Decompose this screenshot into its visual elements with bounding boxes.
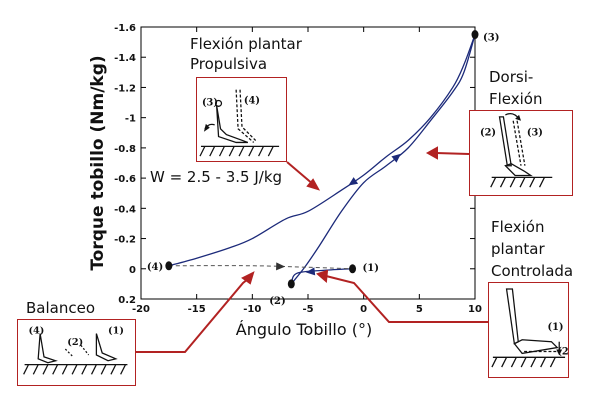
work-annotation: W = 2.5 - 3.5 J/kg xyxy=(150,168,282,186)
x-tick-label: -5 xyxy=(302,304,313,315)
annotation-controlled-line3: Controlada xyxy=(491,262,574,280)
x-tick-label: 0 xyxy=(360,304,367,315)
y-tick-label: -1 xyxy=(125,114,136,125)
callout-propulsive xyxy=(286,161,315,186)
inset-dorsi-label-2: (2) xyxy=(480,127,496,138)
x-tick-label: -15 xyxy=(188,304,206,315)
inset-swing: (4) (2) (1) xyxy=(17,319,136,386)
point-marker xyxy=(349,264,357,274)
y-tick-label: -0.4 xyxy=(114,204,136,215)
callout-swing-head xyxy=(241,271,255,285)
y-tick-label: -1.2 xyxy=(114,83,136,94)
point-label: (4) xyxy=(147,262,163,273)
y-tick-label: -1.6 xyxy=(114,23,136,34)
annotation-dorsi-line2: Flexión xyxy=(489,90,543,108)
inset-swing-label-1: (1) xyxy=(108,326,124,337)
point-marker xyxy=(287,279,295,289)
inset-dorsi: (2) (3) xyxy=(469,110,573,196)
annotation-propulsive: Flexión plantar Propulsiva xyxy=(190,34,302,74)
annotation-controlled-line2: plantar xyxy=(491,240,545,258)
series-arrow-dorsiflexion xyxy=(391,153,401,163)
inset-controlled-label-2: (2) xyxy=(557,346,568,357)
callout-swing xyxy=(136,278,249,353)
y-tick-label: 0 xyxy=(129,265,136,276)
x-tick-label: -10 xyxy=(243,304,261,315)
inset-controlled-label-1: (1) xyxy=(548,322,564,333)
callout-propulsive-head xyxy=(306,178,321,191)
point-label: (2) xyxy=(269,296,285,307)
x-axis-label: Ángulo Tobillo (°) xyxy=(236,320,372,339)
inset-controlled: (1) (2) xyxy=(488,282,569,378)
series-layer xyxy=(168,34,476,285)
y-tick-label: -1.4 xyxy=(114,53,136,64)
x-axis-ticks: -20 -15 -10 -5 0 5 10 xyxy=(132,27,482,315)
callout-dorsi-head xyxy=(425,146,438,160)
y-tick-label: -0.6 xyxy=(114,174,136,185)
inset-swing-label-2: (2) xyxy=(67,337,83,348)
callout-lines xyxy=(136,146,488,353)
x-tick-label: 10 xyxy=(468,304,482,315)
y-tick-label: 0.2 xyxy=(118,295,136,306)
callout-controlled xyxy=(325,275,488,323)
inset-swing-drawing: (4) (2) (1) xyxy=(23,326,128,375)
point-marker xyxy=(165,261,173,271)
annotation-controlled: Flexión plantar Controlada xyxy=(491,216,573,282)
annotation-swing: Balanceo xyxy=(26,299,96,317)
series-arrow-swing xyxy=(276,262,286,271)
inset-propulsive-drawing: (3) (4) xyxy=(199,89,280,157)
callout-dorsi xyxy=(435,152,470,155)
series-line-dorsiflexion xyxy=(290,34,476,285)
point-label: (1) xyxy=(363,263,379,274)
inset-dorsi-label-3: (3) xyxy=(527,127,543,138)
annotation-dorsi-line1: Dorsi- xyxy=(489,68,534,86)
series-arrow-plantarflexion xyxy=(348,177,359,186)
inset-propulsive-label-3: (3) xyxy=(202,97,218,108)
x-tick-label: 5 xyxy=(416,304,423,315)
y-tick-label: -0.2 xyxy=(114,235,136,246)
y-axis-ticks: -1.6 -1.4 -1.2 -1 -0.8 -0.6 -0.4 -0.2 0 0.2 xyxy=(114,23,475,306)
inset-controlled-drawing: (1) (2) xyxy=(491,288,568,368)
points-layer: (1) (2) (3) (4) xyxy=(147,30,499,307)
x-tick-label: -20 xyxy=(132,304,150,315)
point-label: (3) xyxy=(483,33,499,44)
inset-swing-label-4: (4) xyxy=(28,326,44,337)
point-marker xyxy=(471,30,479,40)
series-line-swing xyxy=(168,265,353,270)
inset-propulsive-label-4: (4) xyxy=(244,95,260,106)
callout-controlled-head xyxy=(316,269,329,284)
annotation-dorsi: Dorsi- Flexión xyxy=(489,66,543,110)
y-axis-label: Torque tobillo (Nm/kg) xyxy=(88,55,108,270)
y-tick-label: -0.8 xyxy=(114,144,136,155)
series-arrow-loading xyxy=(305,267,316,276)
annotation-controlled-line1: Flexión xyxy=(491,218,545,236)
inset-dorsi-drawing: (2) (3) xyxy=(480,112,553,188)
annotation-propulsive-line1: Flexión plantar xyxy=(190,35,302,53)
inset-propulsive: (3) (4) xyxy=(196,77,287,162)
annotation-propulsive-line2: Propulsiva xyxy=(190,55,268,73)
